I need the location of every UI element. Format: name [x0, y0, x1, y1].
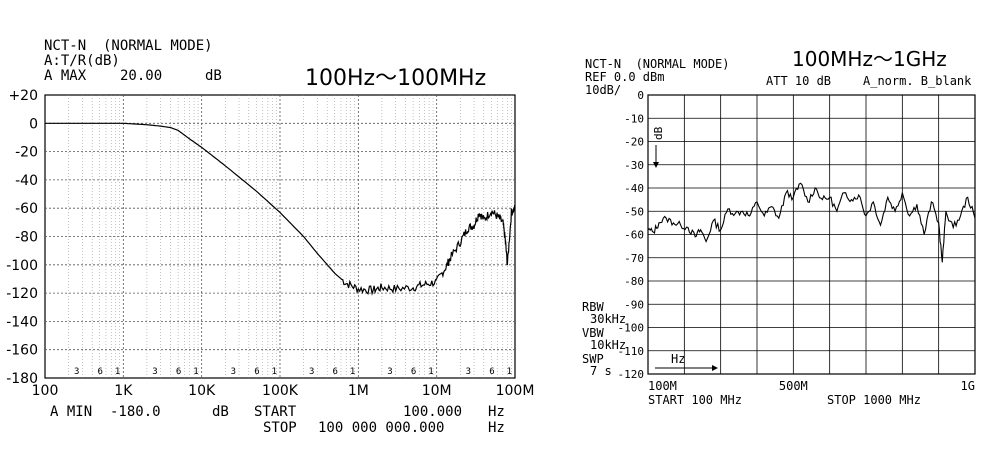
left-footer-min-label: A MIN [50, 404, 92, 420]
left-minor-tick-label: 3 [309, 367, 314, 377]
left-x-tick-label: 10K [188, 383, 216, 399]
left-minor-tick-label: 3 [231, 367, 236, 377]
left-y-tick-label: -20 [15, 145, 38, 161]
right-y-tick-label: -50 [624, 205, 644, 218]
right-y-tick-label: 0 [637, 89, 644, 102]
left-header-max-label: A MAX [44, 68, 87, 84]
right-setting-label: RBW [582, 300, 604, 314]
right-y-tick-label: -60 [624, 229, 644, 242]
right-header-att: ATT 10 dB [766, 74, 831, 88]
left-footer-min-unit: dB [212, 404, 229, 420]
left-chart: NCT-N (NORMAL MODE) A:T/R(dB) A MAX 20.0… [6, 38, 534, 436]
right-grid [648, 95, 975, 374]
left-minor-tick-label: 1 [507, 367, 512, 377]
right-marker-arrowhead [653, 162, 659, 168]
right-y-tick-labels: 0 -10 -20 -30 -40 -50 -60 -70 -80 -90 -100 -110 -120 [618, 89, 645, 381]
right-axis-arrow-label: Hz [671, 352, 685, 366]
left-y-tick-label: -180 [6, 371, 38, 387]
right-setting-label: VBW [582, 326, 604, 340]
left-footer-stop-value: 100 000 000.000 [318, 420, 444, 436]
left-y-tick-label: -60 [15, 201, 38, 217]
right-header-line2: REF 0.0 dBm [585, 70, 664, 84]
right-header-trace: A_norm. B_blank [863, 74, 972, 88]
left-minor-tick-label: 3 [466, 367, 471, 377]
right-chart-title: 100MHz〜1GHz [792, 47, 947, 71]
left-minor-tick-label: 6 [411, 367, 416, 377]
right-series-line [647, 182, 976, 263]
right-footer-stop: STOP 1000 MHz [827, 393, 921, 407]
left-footer-stop-label: STOP [263, 420, 297, 436]
left-minor-tick-label: 3 [152, 367, 157, 377]
left-chart-title: 100Hz〜100MHz [305, 66, 486, 91]
right-marker-label: dB [652, 126, 665, 140]
right-y-tick-label: -80 [624, 275, 644, 288]
right-header-line3: 10dB/ [585, 83, 621, 97]
left-minor-tick-label: 1 [350, 367, 355, 377]
right-setting-value: 10kHz [590, 338, 626, 352]
left-y-tick-label: -140 [6, 314, 38, 330]
right-y-tick-label: -10 [624, 112, 644, 125]
left-minor-tick-labels: 3 6 1 3 6 1 3 6 1 3 6 1 3 6 1 3 6 1 [74, 367, 512, 377]
left-x-tick-label: 100K [262, 383, 299, 399]
left-x-tick-label: 100 [32, 383, 59, 399]
left-y-tick-labels: +20 0 -20 -40 -60 -80 -100 -120 -140 -160 -180 [6, 88, 38, 387]
left-footer-start-unit: Hz [488, 404, 505, 420]
left-minor-tick-label: 6 [489, 367, 494, 377]
left-x-tick-label: 100M [496, 383, 535, 399]
left-minor-tick-label: 6 [98, 367, 103, 377]
left-y-tick-label: -120 [6, 286, 38, 302]
left-minor-tick-label: 1 [272, 367, 277, 377]
left-minor-tick-label: 6 [176, 367, 181, 377]
left-y-tick-label: +20 [8, 88, 38, 104]
right-setting-value: 30kHz [590, 312, 626, 326]
left-y-tick-label: -40 [15, 173, 38, 189]
left-x-tick-label: 1M [348, 383, 369, 399]
right-header-line1: NCT-N (NORMAL MODE) [585, 57, 730, 71]
left-x-tick-labels: 100 1K 10K 100K 1M 10M 100M [32, 383, 535, 399]
right-y-tick-label: -90 [624, 298, 644, 311]
left-header-max-unit: dB [205, 68, 222, 84]
right-setting-label: SWP [582, 352, 604, 366]
right-x-tick-labels: 100M 500M 1G [648, 379, 975, 393]
left-footer-start-value: 100.000 [403, 404, 462, 420]
left-x-tick-label: 10M [422, 383, 452, 399]
left-minor-tick-label: 3 [387, 367, 392, 377]
left-header-line2: A:T/R(dB) [44, 53, 120, 69]
left-y-tick-label: -160 [6, 343, 38, 359]
left-x-tick-label: 1K [114, 383, 133, 399]
left-grid [45, 95, 515, 378]
right-setting-value: 7 s [590, 364, 612, 378]
right-x-tick-label: 1G [961, 379, 975, 393]
right-y-tick-label: -40 [624, 182, 644, 195]
right-y-tick-label: -110 [618, 345, 645, 358]
right-x-tick-label: 100M [648, 379, 677, 393]
right-x-tick-label: 500M [779, 379, 808, 393]
left-minor-tick-label: 3 [74, 367, 79, 377]
left-series-line [45, 122, 516, 296]
left-y-tick-label: 0 [29, 116, 38, 132]
left-y-tick-label: -100 [6, 258, 38, 274]
right-y-tick-label: -20 [624, 136, 644, 149]
left-minor-tick-label: 1 [115, 367, 120, 377]
left-header-line1: NCT-N (NORMAL MODE) [44, 38, 213, 54]
left-minor-tick-label: 6 [254, 367, 259, 377]
left-minor-tick-label: 1 [193, 367, 198, 377]
right-y-tick-label: -70 [624, 252, 644, 265]
left-minor-tick-label: 6 [333, 367, 338, 377]
right-chart: NCT-N (NORMAL MODE) REF 0.0 dBm 10dB/ AT… [582, 47, 976, 407]
left-footer-start-label: START [254, 404, 297, 420]
left-y-tick-label: -80 [15, 230, 38, 246]
right-y-tick-label: -120 [618, 368, 645, 381]
left-minor-tick-label: 1 [428, 367, 433, 377]
right-footer-start: START 100 MHz [648, 393, 742, 407]
left-footer-stop-unit: Hz [488, 420, 505, 436]
right-y-tick-label: -30 [624, 159, 644, 172]
left-footer-min-value: -180.0 [110, 404, 161, 420]
left-header-max-value: 20.00 [120, 68, 162, 84]
right-axis-arrowhead [712, 365, 718, 371]
right-y-tick-label: -100 [618, 322, 645, 335]
